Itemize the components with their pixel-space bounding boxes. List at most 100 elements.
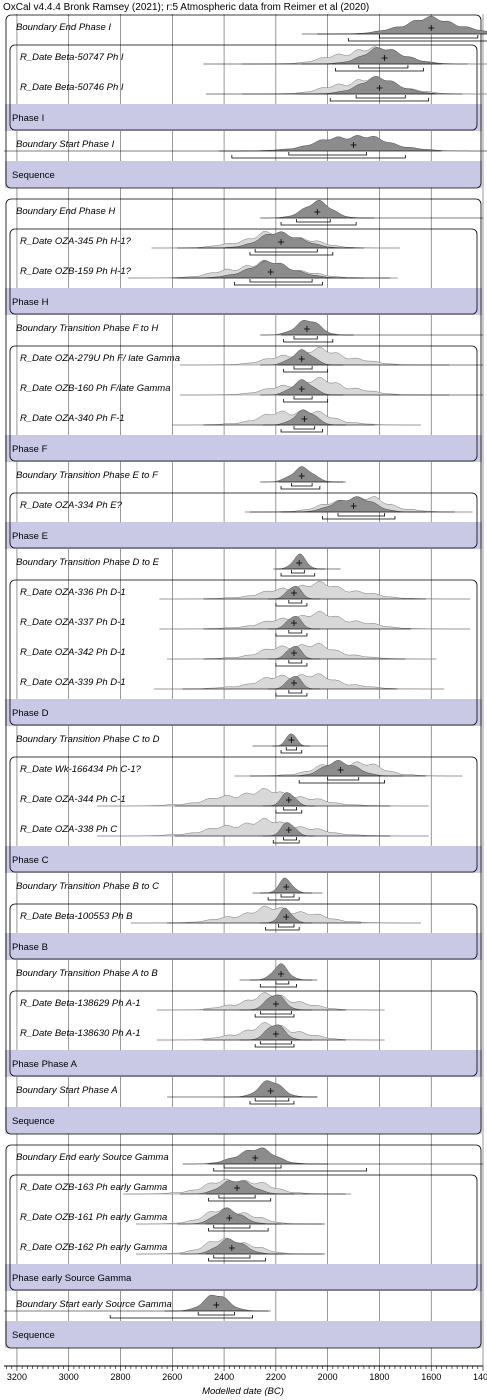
phase-label: Sequence (12, 170, 55, 181)
hpd-95-bracket (254, 1014, 295, 1018)
date-row: R_Date OZA-339 Ph D-1 (20, 673, 445, 697)
phase-frame (9, 228, 478, 315)
date-row: R_Date Wk-166434 Ph C-1? (20, 760, 463, 784)
hpd-68-bracket (223, 1165, 282, 1169)
x-tick-label: 2600 (162, 1372, 182, 1382)
hpd-95-bracket (272, 840, 300, 844)
phase-frame (9, 579, 478, 726)
row-label: Boundary Transition Phase A to B (16, 968, 158, 979)
phase-band (5, 522, 482, 549)
chart-header: OxCal v4.4.4 Bronk Ramsey (2021); r:5 At… (3, 2, 369, 13)
hpd-95-bracket (298, 780, 386, 784)
row-label: R_Date OZA-342 Ph D-1 (20, 647, 126, 658)
date-row: R_Date OZA-340 Ph F-1 (20, 409, 421, 433)
row-label: Boundary Transition Phase B to C (16, 881, 159, 892)
hpd-68-bracket (291, 483, 313, 487)
date-row: R_Date OZB-162 Ph early Gamma (20, 1237, 326, 1262)
x-tick-label: 1400 (473, 1372, 487, 1382)
date-row: R_Date OZA-345 Ph H-1? (20, 231, 401, 256)
phase-band (5, 1050, 482, 1077)
row-label: Boundary End early Source Gamma (16, 1152, 169, 1163)
hpd-95-bracket (280, 486, 321, 490)
row-label: R_Date OZB-162 Ph early Gamma (20, 1242, 167, 1253)
row-label: Boundary End Phase I (16, 22, 111, 33)
hpd-95-bracket (208, 1228, 269, 1232)
row-label: R_Date OZA-279U Ph F/ late Gamma (20, 353, 180, 364)
hpd-68-bracket (278, 924, 295, 928)
phase-label: Phase B (12, 942, 48, 953)
hpd-95-bracket (280, 573, 316, 577)
hpd-95-bracket (208, 1198, 272, 1202)
phase-band (5, 161, 482, 188)
date-row: R_Date OZA-336 Ph D-1 (20, 580, 471, 607)
row-label: Boundary Start Phase A (16, 1085, 118, 1096)
row-label: R_Date Beta-138629 Ph A-1 (20, 998, 141, 1009)
hpd-95-bracket (283, 339, 334, 343)
phase-band (5, 846, 482, 873)
date-row: R_Date OZA-279U Ph F/ late Gamma (20, 347, 483, 373)
hpd-95-bracket (254, 1044, 295, 1048)
row-label: R_Date OZA-338 Ph C (20, 824, 117, 835)
hpd-95-bracket (322, 516, 396, 520)
hpd-68-bracket (293, 366, 313, 370)
hpd-68-bracket (285, 747, 297, 751)
row-label: R_Date OZA-336 Ph D-1 (20, 587, 126, 598)
date-row: R_Date OZB-159 Ph H-1? (20, 259, 398, 286)
phase-label: Sequence (12, 1116, 55, 1127)
hpd-68-bracket (296, 219, 331, 223)
hpd-95-bracket (259, 984, 297, 988)
hpd-68-bracket (337, 513, 386, 517)
hpd-68-bracket (254, 1098, 290, 1102)
phase-frame (9, 1174, 478, 1291)
phase-frame (9, 756, 478, 873)
prior-distribution (130, 905, 421, 924)
boundary-row: Boundary Start Phase I (4, 135, 487, 159)
hpd-68-bracket (280, 894, 295, 898)
phase-label: Phase early Source Gamma (12, 1273, 132, 1284)
phase-band (5, 1321, 482, 1348)
prior-distribution (159, 610, 471, 630)
hpd-95-bracket (249, 252, 334, 256)
boundary-row: Boundary Transition Phase E to F (16, 466, 346, 490)
row-label: R_Date Beta-50746 Ph I (20, 82, 124, 93)
row-label: Boundary Start early Source Gamma (16, 1299, 172, 1310)
prior-distribution (159, 580, 471, 600)
row-label: Boundary End Phase H (16, 206, 115, 217)
hpd-95-bracket (213, 1168, 367, 1172)
hpd-68-bracket (293, 396, 313, 400)
x-axis-label: Modelled date (BC) (202, 1386, 284, 1397)
phase-band (5, 699, 482, 726)
hpd-95-bracket (347, 38, 487, 42)
boundary-row: Boundary Start Phase A (16, 1080, 318, 1105)
row-label: R_Date OZA-334 Ph E? (20, 500, 123, 511)
hpd-68-bracket (288, 630, 303, 634)
boundary-row: Boundary Transition Phase D to E (16, 553, 341, 577)
sequence-frame (5, 198, 482, 1135)
hpd-95-bracket (234, 282, 323, 286)
row-label: R_Date Wk-166434 Ph C-1? (20, 764, 142, 775)
hpd-95-bracket (249, 1101, 295, 1105)
hpd-68-bracket (218, 1195, 256, 1199)
date-row: R_Date Beta-138629 Ph A-1 (20, 992, 385, 1018)
row-label: R_Date OZA-340 Ph F-1 (20, 413, 125, 424)
hpd-68-bracket (379, 35, 479, 39)
row-label: R_Date OZA-339 Ph D-1 (20, 677, 126, 688)
row-label: Boundary Transition Phase C to D (16, 734, 160, 745)
hpd-95-bracket (329, 98, 430, 102)
sequence-frame (5, 1144, 482, 1349)
hpd-68-bracket (288, 690, 303, 694)
phase-frame (9, 990, 478, 1077)
hpd-95-bracket (280, 429, 323, 433)
hpd-68-bracket (283, 807, 297, 811)
date-row: R_Date OZA-337 Ph D-1 (20, 610, 471, 637)
x-tick-label: 1600 (421, 1372, 441, 1382)
boundary-row: Boundary Transition Phase B to C (16, 877, 323, 901)
row-label: Boundary Transition Phase E to F (16, 470, 159, 481)
hpd-95-bracket (280, 222, 357, 226)
phase-label: Phase C (12, 855, 49, 866)
row-label: R_Date OZA-337 Ph D-1 (20, 617, 126, 628)
hpd-95-bracket (109, 1315, 253, 1319)
hpd-95-bracket (275, 810, 303, 814)
hpd-68-bracket (288, 152, 367, 156)
